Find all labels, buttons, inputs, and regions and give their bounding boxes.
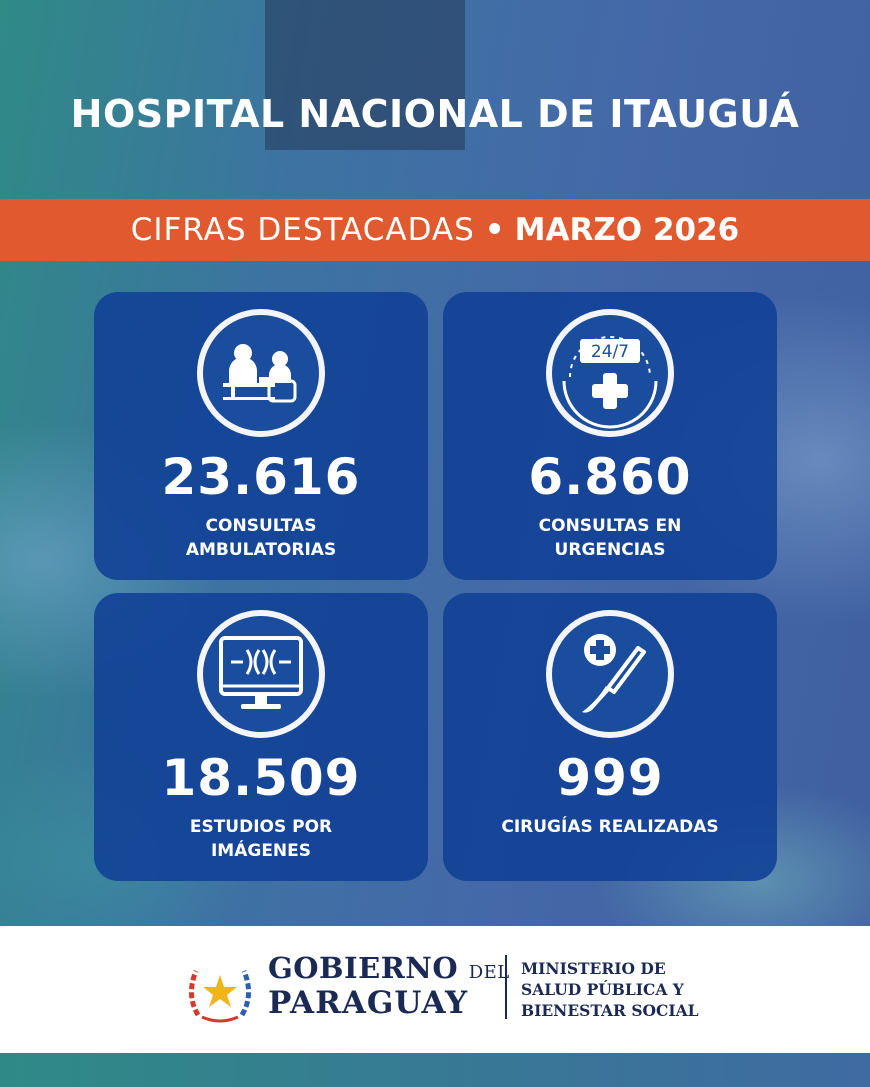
band-separator: • [484, 212, 505, 248]
stat-card-emergency: 24/7 6.860 CONSULTAS EN URGENCIAS [443, 292, 777, 580]
stat-card-outpatient: 23.616 CONSULTAS AMBULATORIAS [94, 292, 428, 580]
gobierno-text: GOBIERNO [268, 951, 459, 985]
stat-label: ESTUDIOS POR IMÁGENES [189, 817, 333, 861]
footer [0, 926, 870, 1053]
stat-label: CONSULTAS EN URGENCIAS [538, 516, 682, 560]
page-title: HOSPITAL NACIONAL DE ITAUGUÁ [70, 92, 800, 136]
background-photo-detail [265, 0, 465, 150]
stat-value: 999 [556, 749, 664, 807]
footer-divider [505, 955, 507, 1019]
outpatient-consultation-icon [197, 309, 325, 437]
paraguay-text: PARAGUAY [268, 985, 469, 1021]
bottom-strip [0, 1053, 870, 1087]
stat-label: CIRUGÍAS REALIZADAS [501, 817, 719, 837]
stat-label: CONSULTAS AMBULATORIAS [185, 516, 337, 560]
band-period: MARZO 2026 [514, 212, 740, 248]
gobierno-wordmark: GOBIERNO DEL [268, 951, 510, 985]
scalpel-surgery-icon [546, 610, 674, 738]
stat-value: 18.509 [161, 749, 361, 807]
stat-value: 6.860 [528, 448, 692, 506]
ministry-name: MINISTERIO DE SALUD PÚBLICA Y BIENESTAR … [521, 959, 699, 1020]
stat-card-imaging: 18.509 ESTUDIOS POR IMÁGENES [94, 593, 428, 881]
badge-24-7: 24/7 [591, 342, 629, 362]
band-prefix: CIFRAS DESTACADAS [130, 212, 475, 248]
stat-value: 23.616 [161, 448, 361, 506]
stat-card-surgery: 999 CIRUGÍAS REALIZADAS [443, 593, 777, 881]
national-seal-logo [189, 970, 251, 1023]
imaging-monitor-icon [197, 610, 325, 738]
emergency-24-7-icon: 24/7 [546, 309, 674, 437]
period-band: CIFRAS DESTACADAS • MARZO 2026 [0, 199, 870, 261]
del-text: DEL [468, 962, 510, 983]
